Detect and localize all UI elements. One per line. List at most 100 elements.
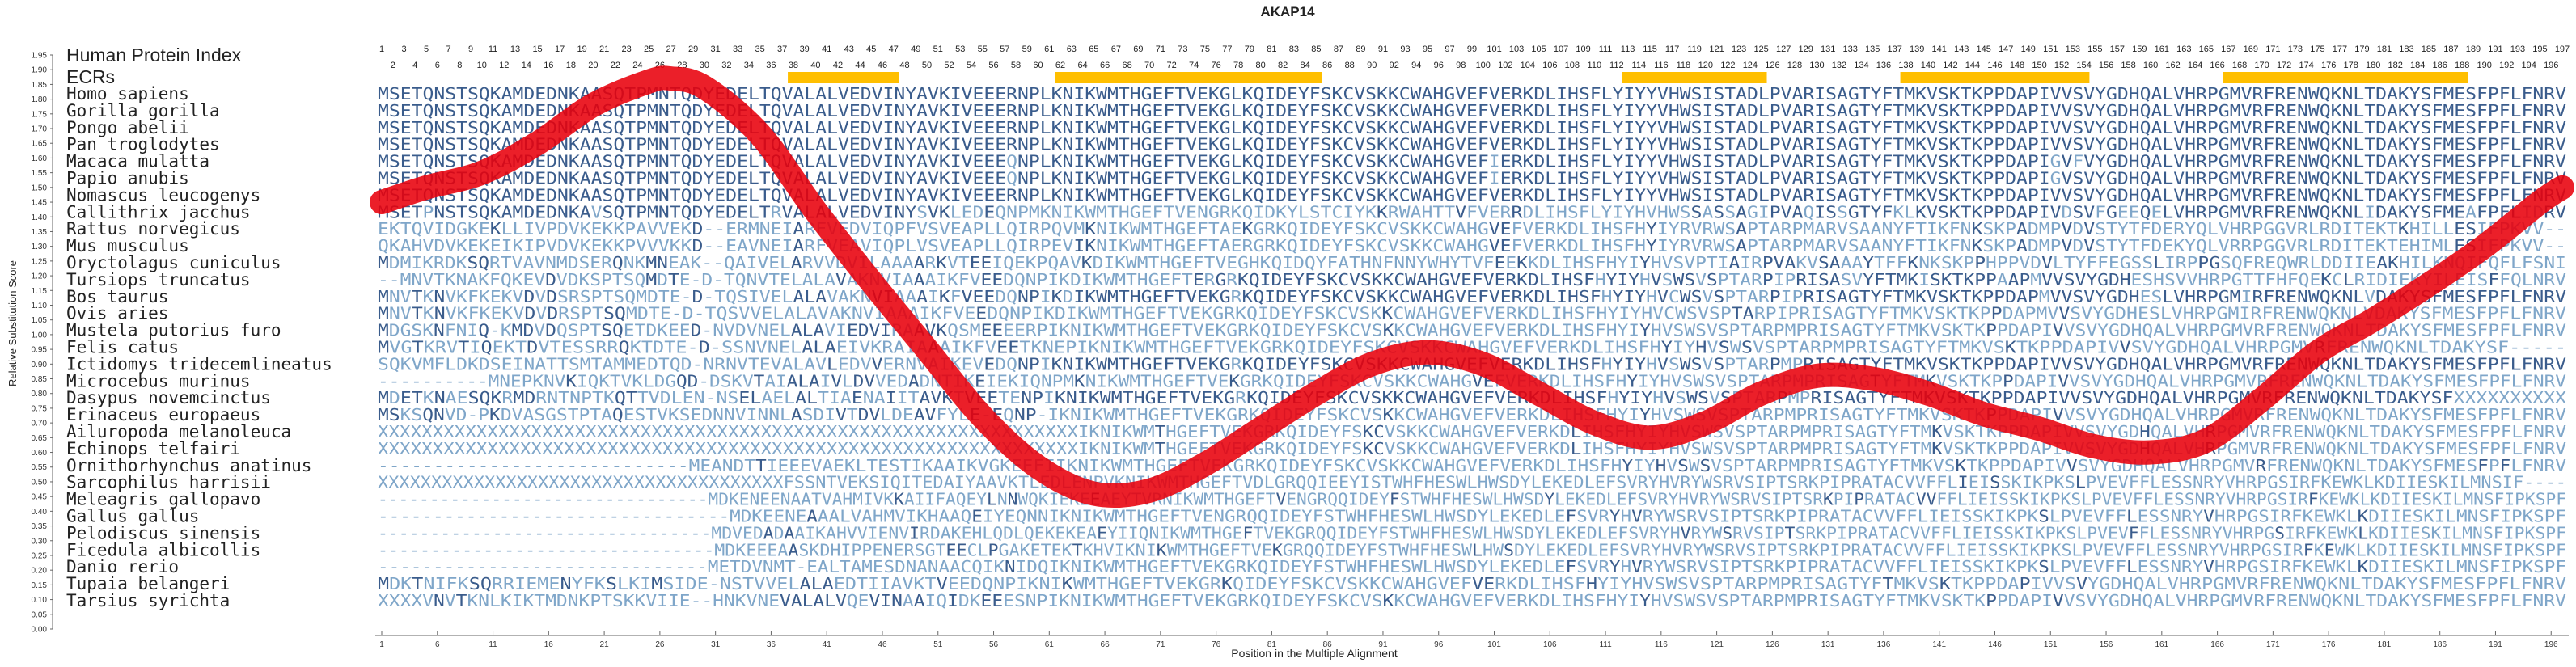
human-index-even: 190 (2477, 61, 2492, 70)
human-index-odd: 179 (2354, 44, 2369, 54)
residue-run: V (2053, 405, 2064, 424)
substitution-score-point (1538, 392, 1540, 395)
residue-run: V (2062, 219, 2073, 239)
human-index-odd: 45 (866, 44, 876, 54)
residue-run: IEKIQNPM (986, 371, 1074, 390)
human-index-even: 80 (1256, 61, 1266, 70)
residue-run: WS (1673, 270, 1695, 289)
substitution-score-point (2150, 451, 2152, 454)
residue-run: D (774, 523, 785, 542)
x-tick-label: 156 (2100, 640, 2113, 649)
human-index-odd: 159 (2132, 44, 2147, 54)
residue-run: I (2241, 287, 2252, 306)
species-label: Erinaceus europaeus (66, 405, 260, 424)
residue-run: WS (1686, 388, 1709, 407)
residue-run: MSETQNSTSQKAMDEDNKAASQTPMNTQDYEDELTQVALA… (378, 185, 2566, 205)
y-tick-label: 0.85 (32, 375, 48, 384)
residue-run: AL (795, 388, 818, 407)
residue-run: F (2308, 490, 2319, 509)
residue-run: CWAHGVEFVERKDLIHSFHYIYHVCWSVSP (1393, 304, 1731, 323)
residue-run: K (1272, 540, 1284, 559)
human-index-odd: 111 (1599, 44, 1613, 54)
human-index-odd: 49 (911, 44, 920, 54)
human-index-even: 134 (1854, 61, 1868, 70)
species-label: Sarcophilus harrisii (66, 473, 271, 492)
human-index-odd: 153 (2066, 44, 2080, 54)
residue-run: N (434, 388, 446, 407)
residue-run: KNIKWMTHGEFTVEKG (1055, 388, 1235, 407)
human-index-odd: 121 (1709, 44, 1724, 54)
residue-run: LED (950, 202, 984, 222)
residue-run: YGDHQALVHRPGMVRFRENWQKNLTDAKYSFMESFPFLFN… (2087, 574, 2566, 593)
x-tick-label: 11 (489, 640, 497, 649)
residue-run: L (2075, 473, 2086, 492)
sequence-row: MDMIKRDK SQ RTVAVNMDSER QNK MN EAK--QAIVEL ARV… (378, 253, 2566, 272)
residue-run: T (412, 304, 423, 323)
substitution-score-point (2094, 445, 2096, 448)
x-tick-label: 191 (2489, 640, 2502, 649)
human-index-even: 52 (944, 61, 954, 70)
human-index-odd: 73 (1178, 44, 1187, 54)
human-index-odd: 79 (1245, 44, 1254, 54)
human-index-odd: 11 (489, 44, 497, 54)
residue-run: EE (981, 321, 1004, 340)
residue-run: H (1652, 388, 1664, 407)
residue-run: IS (1814, 202, 1837, 222)
residue-run: DAPMV (2003, 304, 2059, 323)
substitution-score-point (1704, 422, 1707, 424)
residue-run: PTAR (1718, 270, 1763, 289)
human-index-odd: 47 (889, 44, 899, 54)
residue-run: --EAVNEI (703, 236, 793, 255)
residue-run: V (445, 591, 456, 610)
residue-run: LEKEDLEFSVRYHVRYWSRVSIPTSR (1554, 490, 1824, 509)
residue-run: MN (645, 253, 668, 272)
human-index-even: 16 (544, 61, 553, 70)
residue-run: T (668, 270, 679, 289)
sequence-row: MSETQNSTSQKAMDEDNKAASQTPMNTQDYEDELTQVALA… (378, 169, 2566, 188)
human-index-odd: 151 (2043, 44, 2058, 54)
substitution-score-point (703, 87, 705, 89)
residue-run: KEWKLKDIIESKILMNSFIPKSPF (2319, 490, 2566, 509)
substitution-score-point (1649, 437, 1652, 439)
residue-run: TA (1732, 304, 1754, 323)
residue-run: VKFKEKV (445, 287, 523, 306)
residue-run: A (903, 591, 914, 610)
residue-run: IYRVRWS (1657, 236, 1736, 255)
residue-run: S (2038, 507, 2049, 526)
residue-run: F (2072, 152, 2083, 171)
human-index-even: 66 (1100, 61, 1110, 70)
residue-run: K (2320, 270, 2333, 289)
residue-run: PDAPI (1997, 321, 2053, 340)
residue-run: T (456, 591, 467, 610)
substitution-score-point (2316, 351, 2319, 353)
residue-run: RYWSRVSIPTSRKPIPRATACVVFFLIEISSKIKPK (1643, 557, 2039, 576)
residue-run: IP (1774, 270, 1796, 289)
species-label: Felis catus (66, 338, 179, 357)
human-index-odd: 3 (401, 44, 406, 54)
residue-run: QE (847, 591, 869, 610)
residue-run: H (1646, 287, 1657, 306)
x-tick-label: 161 (2155, 640, 2168, 649)
residue-run: I (1040, 354, 1051, 374)
human-index-even: 70 (1144, 61, 1154, 70)
residue-run: T (1155, 439, 1166, 458)
residue-run: --MNVTKNAKFQKEV (378, 270, 545, 289)
residue-run: AIKFV (925, 270, 981, 289)
residue-run: E (983, 354, 995, 374)
human-index-even: 196 (2544, 61, 2558, 70)
residue-run: VED (875, 371, 908, 390)
residue-run: I (820, 371, 831, 390)
human-index-odd: 115 (1643, 44, 1657, 54)
substitution-score-point (1927, 392, 1929, 395)
human-index-even: 40 (810, 61, 820, 70)
residue-run: DYLEKEDLEFSVRYHVRYWSRVSIPTSRKPIPRATACVVF… (1514, 540, 2303, 559)
residue-run: RFRENWQKNL (2252, 287, 2364, 306)
human-index-odd: 163 (2176, 44, 2191, 54)
residue-run: I (1040, 287, 1051, 306)
residue-run: T (754, 371, 765, 390)
residue-run: S (1713, 202, 1724, 222)
human-index-odd: 83 (1289, 44, 1299, 54)
residue-run: M (2039, 287, 2050, 306)
residue-run: K (1383, 405, 1395, 424)
residue-run: VSPTARPMPRISAGTYFTMKVS (1753, 338, 2005, 357)
